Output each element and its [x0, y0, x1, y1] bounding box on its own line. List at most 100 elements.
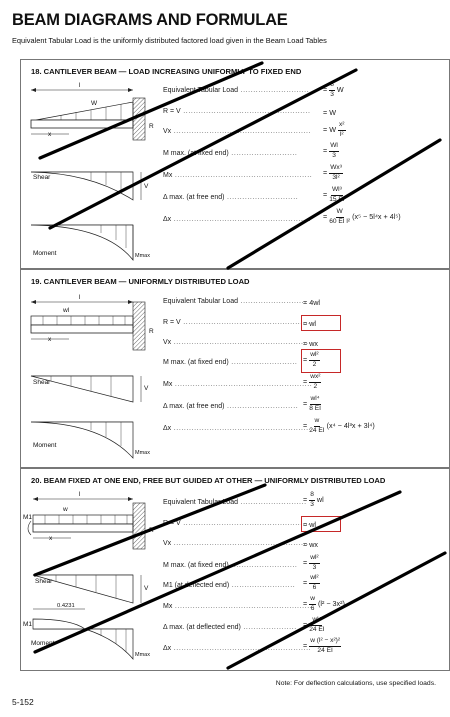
fixed-support	[132, 502, 146, 550]
arrow-right-icon	[128, 300, 133, 304]
label-x: x	[48, 131, 52, 138]
formula-lhs: Vx .....................................…	[163, 540, 312, 547]
label-load: wl	[63, 307, 70, 314]
case-title: 19. CANTILEVER BEAM — UNIFORMLY DISTRIBU…	[31, 277, 250, 286]
formula-lhs: Δx .....................................…	[163, 425, 312, 432]
label-mmax: Mmax	[135, 652, 150, 658]
label-mmax: Mmax	[135, 253, 150, 259]
page-number: 5-152	[12, 697, 34, 707]
label-x: x	[48, 336, 52, 343]
label-shear: Shear	[33, 379, 51, 386]
formula-lhs: Δx .....................................…	[163, 216, 312, 223]
formula-lhs: Vx .....................................…	[163, 128, 312, 135]
formula-lhs: Mx .....................................…	[163, 381, 313, 388]
uniform-load	[32, 514, 134, 525]
label-r: R	[149, 328, 154, 335]
label-l: l	[79, 294, 81, 301]
formula-rhs: = W 60 EI l² (x⁵ − 5l⁴x + 4l⁵)	[323, 208, 401, 225]
formula-lhs: Equivalent Tabular Load ................…	[163, 499, 307, 506]
label-shear: Shear	[35, 578, 53, 585]
label-load: w	[63, 506, 68, 513]
label-r: R	[149, 123, 154, 130]
formula-rhs: = W	[323, 108, 336, 117]
case-19-panel: 19. CANTILEVER BEAM — UNIFORMLY DISTRIBU…	[20, 269, 450, 468]
formula-lhs: R = V ..................................…	[163, 520, 311, 527]
label-moment: Moment	[33, 250, 57, 257]
formula-lhs: M max. (at fixed end) ..................…	[163, 359, 298, 366]
label-moment: Moment	[33, 442, 57, 449]
label-v: V	[144, 183, 149, 190]
formula-rhs: = Wx³ 3l²	[323, 164, 343, 181]
highlight-box	[301, 516, 341, 532]
label-x: x	[49, 535, 53, 542]
arrow-left-icon	[31, 300, 36, 304]
moment-arrow-icon	[27, 520, 32, 536]
arrow-left-icon	[33, 497, 38, 501]
formula-lhs: M max. (at fixed end) ..................…	[163, 150, 298, 157]
formula-lhs: M1 (at deflected end) ..................…	[163, 582, 296, 589]
shear-triangle	[30, 375, 134, 403]
formula-rhs: = wl	[303, 319, 316, 328]
label-moment: Moment	[31, 640, 55, 647]
label-shear: Shear	[33, 174, 51, 181]
formula-rhs: = wl⁴ 24 EI	[303, 616, 325, 633]
case-title: 20. BEAM FIXED AT ONE END, FREE BUT GUID…	[31, 476, 386, 485]
triangular-load	[35, 101, 134, 121]
formula-rhs: = wl² 2	[303, 351, 320, 368]
formula-rhs: = 4wl	[303, 298, 320, 307]
page-subtitle: Equivalent Tabular Load is the uniformly…	[12, 36, 327, 45]
label-dimension: 0.4231	[57, 603, 75, 609]
formula-lhs: Δ max. (at free end) ...................…	[163, 403, 299, 410]
label-load: W	[91, 100, 98, 107]
label-m1: M1	[23, 514, 33, 521]
arrow-right-icon	[128, 497, 133, 501]
label-m1-moment: M1	[23, 621, 33, 628]
formula-lhs: R = V ..................................…	[163, 319, 311, 326]
label-v: V	[144, 385, 149, 392]
moment-curve	[30, 421, 134, 459]
formula-lhs: Δ max. (at free end) ...................…	[163, 194, 299, 201]
fixed-support	[132, 301, 146, 351]
footer-note: Note: For deflection calculations, use s…	[275, 680, 436, 687]
formula-lhs: Δ max. (at deflected end) ..............…	[163, 624, 297, 631]
page-title: BEAM DIAGRAMS AND FORMULAE	[12, 11, 288, 29]
arrow-right-icon	[128, 88, 133, 92]
formula-lhs: R = V ..................................…	[163, 108, 311, 115]
label-r: R	[149, 527, 154, 534]
uniform-load	[30, 315, 134, 326]
label-l: l	[79, 491, 81, 498]
formula-rhs: = Wl 3	[323, 142, 339, 159]
formula-rhs: = Wl³ 15 EI	[323, 186, 345, 203]
formula-rhs: = w 24 EI (x⁴ − 4l³x + 3l⁴)	[303, 417, 375, 434]
label-mmax: Mmax	[135, 450, 150, 456]
case-18-panel: 18. CANTILEVER BEAM — LOAD INCREASING UN…	[20, 59, 450, 269]
formula-rhs: = wx	[303, 339, 318, 348]
case-18-diagrams	[30, 88, 146, 262]
formula-rhs: = w (l² − x²)² 24 EI	[303, 637, 342, 654]
formula-lhs: Vx .....................................…	[163, 339, 312, 346]
fixed-support	[132, 97, 146, 141]
moment-curve	[32, 618, 134, 660]
highlight-box	[301, 315, 341, 331]
formula-rhs: = wl⁴ 8 EI	[303, 395, 321, 412]
formula-lhs: Mx .....................................…	[163, 172, 313, 179]
formula-lhs: Mx .....................................…	[163, 603, 313, 610]
formula-rhs: = wl² 6	[303, 574, 320, 591]
label-v: V	[144, 585, 149, 592]
highlight-box	[301, 349, 341, 373]
formula-rhs: = W x² l²	[323, 121, 346, 138]
arrow-left-icon	[31, 88, 36, 92]
formula-lhs: Δx .....................................…	[163, 645, 312, 652]
case-19-diagrams	[30, 300, 146, 459]
label-l: l	[79, 82, 81, 89]
formula-rhs: = wx	[303, 540, 318, 549]
formula-lhs: Equivalent Tabular Load ................…	[163, 87, 310, 94]
formula-lhs: M max. (at fixed end) ..................…	[163, 562, 298, 569]
formula-rhs: = wl² 3	[303, 554, 320, 571]
beam	[30, 324, 134, 334]
beam	[30, 119, 134, 129]
case-20-panel: 20. BEAM FIXED AT ONE END, FREE BUT GUID…	[20, 468, 450, 671]
